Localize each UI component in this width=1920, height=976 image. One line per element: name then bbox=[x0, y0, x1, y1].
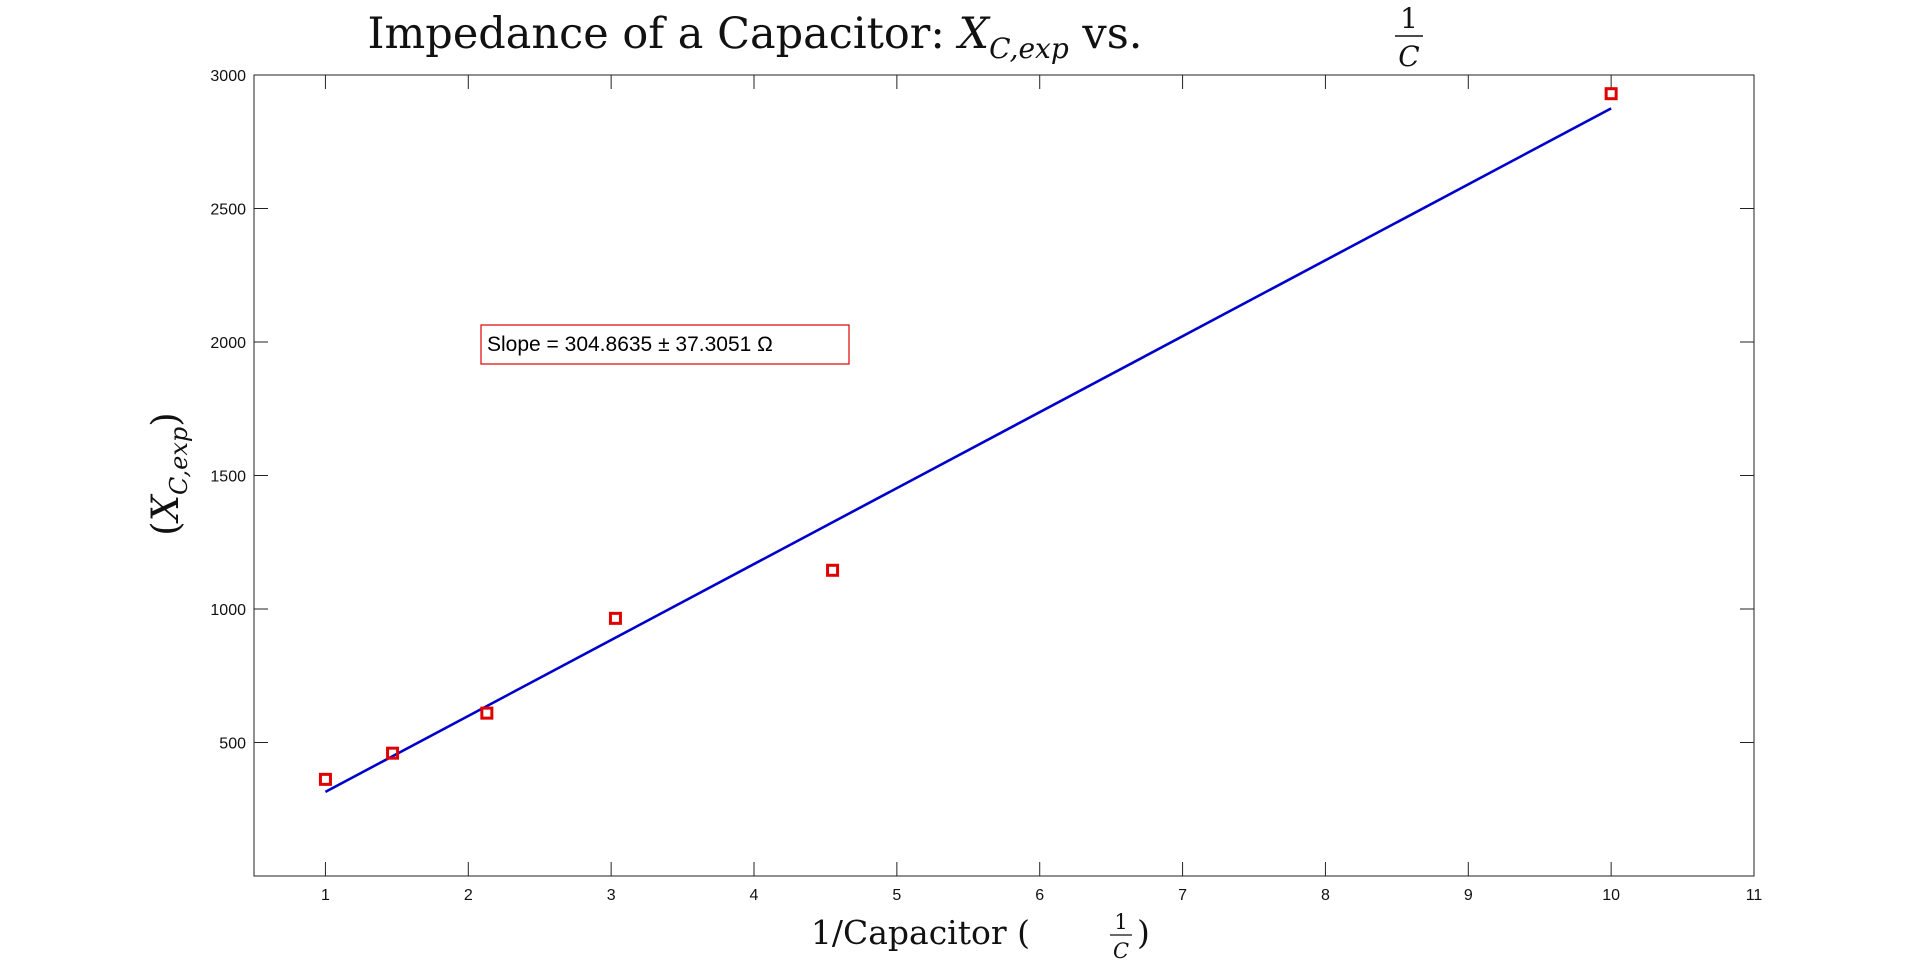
chart-title-frac-num: 1 bbox=[1400, 2, 1418, 35]
chart-title-var-sub: C,exp bbox=[989, 32, 1069, 65]
x-tick-label: 7 bbox=[1178, 887, 1187, 904]
y-tick-label: 2500 bbox=[210, 202, 246, 219]
y-axis-label-close: ) bbox=[144, 412, 187, 426]
data-point bbox=[608, 611, 622, 625]
x-tick-label: 11 bbox=[1746, 887, 1763, 904]
y-axis-label-var: X bbox=[144, 493, 187, 524]
x-tick-label: 6 bbox=[1035, 887, 1044, 904]
x-tick-label: 1 bbox=[321, 887, 330, 904]
axis-ticks: 1 2 3 4 5 6 7 8 9 10 11 500 1000 1500 2000 2500 3000 bbox=[210, 68, 1762, 904]
y-axis-label: (XC,exp) bbox=[144, 412, 193, 535]
y-axis-label-var-sub: C,exp bbox=[165, 427, 193, 495]
x-tick-label: 5 bbox=[892, 887, 901, 904]
y-tick-label: 1000 bbox=[210, 602, 246, 619]
slope-annotation-text: Slope = 304.8635 ± 37.3051 Ω bbox=[487, 333, 773, 356]
x-axis-label-frac-num: 1 bbox=[1114, 910, 1127, 934]
y-tick-label: 3000 bbox=[210, 68, 246, 85]
data-point bbox=[480, 706, 494, 720]
x-tick-label: 4 bbox=[750, 887, 759, 904]
y-axis-label-open: ( bbox=[144, 521, 187, 535]
x-axis-label-frac-den: C bbox=[1113, 939, 1129, 963]
y-tick-label: 2000 bbox=[210, 335, 246, 352]
x-tick-label: 8 bbox=[1321, 887, 1330, 904]
x-tick-label: 3 bbox=[607, 887, 616, 904]
x-tick-label: 9 bbox=[1464, 887, 1473, 904]
x-axis-label-close: ) bbox=[1137, 913, 1150, 952]
y-tick-label: 500 bbox=[219, 736, 246, 753]
x-tick-label: 10 bbox=[1602, 887, 1620, 904]
chart-title-vs: vs. bbox=[1069, 9, 1143, 59]
chart-title-frac-den: C bbox=[1398, 40, 1419, 73]
x-axis-label-main: 1/Capacitor ( bbox=[811, 913, 1030, 952]
data-point bbox=[386, 746, 400, 760]
data-point bbox=[826, 563, 840, 577]
fit-line bbox=[324, 107, 1612, 794]
chart-title-var: X bbox=[956, 9, 992, 59]
slope-annotation-box bbox=[480, 324, 850, 365]
data-marks bbox=[318, 87, 1618, 794]
chart-title-main: Impedance of a Capacitor: bbox=[368, 9, 959, 59]
x-tick-label: 2 bbox=[464, 887, 473, 904]
data-point bbox=[1604, 87, 1618, 101]
y-tick-label: 1500 bbox=[210, 469, 246, 486]
x-axis-label: 1/Capacitor ( bbox=[811, 913, 1030, 952]
plot-area bbox=[253, 74, 1755, 877]
chart-title: Impedance of a Capacitor: XC,exp vs. bbox=[368, 9, 1143, 65]
data-point bbox=[318, 772, 332, 786]
